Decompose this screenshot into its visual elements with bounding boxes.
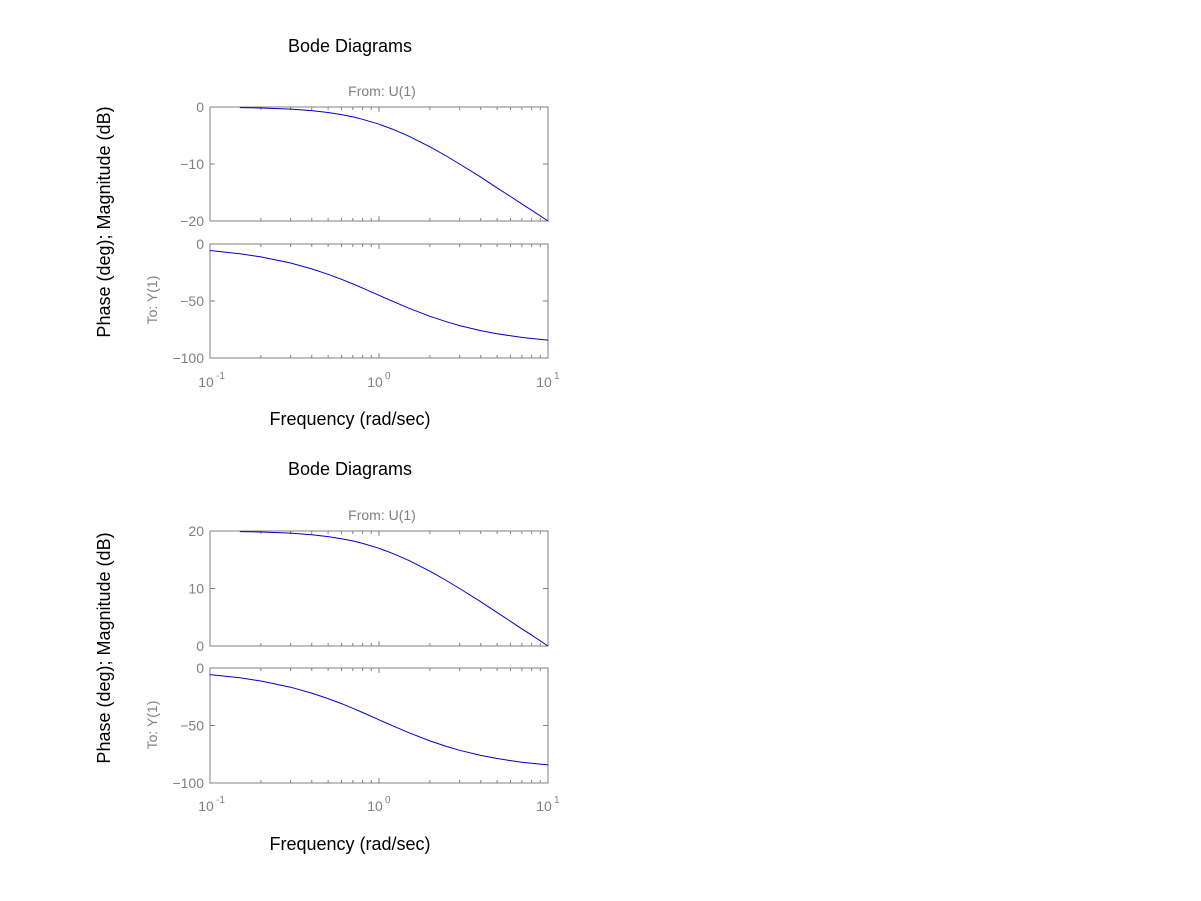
input-label: From: U(1) [348,507,416,523]
x-tick-base: 10 [536,374,552,390]
x-tick-base: 10 [198,798,214,814]
y-tick-label: 0 [196,99,204,115]
x-tick-label: 10 0 [367,795,391,814]
y-tick-label: 0 [196,638,204,654]
magnitude-subplot: 0 −10 −20 [180,99,549,229]
chart-title: Bode Diagrams [288,459,412,479]
y-tick-label: −50 [180,293,204,309]
x-tick-exponent: 1 [554,371,560,382]
magnitude-curve [239,107,549,222]
y-tick-label: −100 [172,350,204,366]
y-axis-label: Phase (deg); Magnitude (dB) [94,532,114,763]
y-tick-label: 10 [188,581,204,597]
bode-chart-1: Bode Diagrams From: U(1) Phase (deg); Magn… [94,36,560,429]
x-tick-exponent: -1 [216,371,225,382]
phase-curve [209,250,549,341]
y-tick-label: 0 [196,236,204,252]
x-tick-label: 10 -1 [198,795,225,814]
chart-title: Bode Diagrams [288,36,412,56]
x-tick-exponent: -1 [216,795,225,806]
x-tick-label: 10 0 [367,371,391,390]
x-tick-exponent: 0 [385,371,391,382]
x-tick-exponent: 0 [385,795,391,806]
bode-chart-2: Bode Diagrams From: U(1) Phase (deg); Magn… [94,459,560,854]
phase-curve [209,674,549,766]
output-label: To: Y(1) [144,701,160,750]
x-tick-base: 10 [367,374,383,390]
x-tick-base: 10 [198,374,214,390]
y-tick-label: 20 [188,523,204,539]
x-tick-base: 10 [367,798,383,814]
y-axis-label: Phase (deg); Magnitude (dB) [94,106,114,337]
x-tick-label: 10 1 [536,795,560,814]
y-tick-label: −20 [180,213,204,229]
x-tick-label: 10 -1 [198,371,225,390]
y-tick-label: −10 [180,156,204,172]
x-tick-base: 10 [536,798,552,814]
magnitude-subplot: 20 10 0 [188,523,549,654]
y-tick-label: 0 [196,660,204,676]
x-axis-label: Frequency (rad/sec) [269,409,430,429]
x-axis-label: Frequency (rad/sec) [269,834,430,854]
plot-frame [209,243,549,359]
y-tick-label: −100 [172,775,204,791]
x-tick-exponent: 1 [554,795,560,806]
output-label: To: Y(1) [144,276,160,325]
y-tick-label: −50 [180,718,204,734]
plot-frame [209,667,549,784]
x-tick-label: 10 1 [536,371,560,390]
input-label: From: U(1) [348,83,416,99]
magnitude-curve [239,531,549,647]
